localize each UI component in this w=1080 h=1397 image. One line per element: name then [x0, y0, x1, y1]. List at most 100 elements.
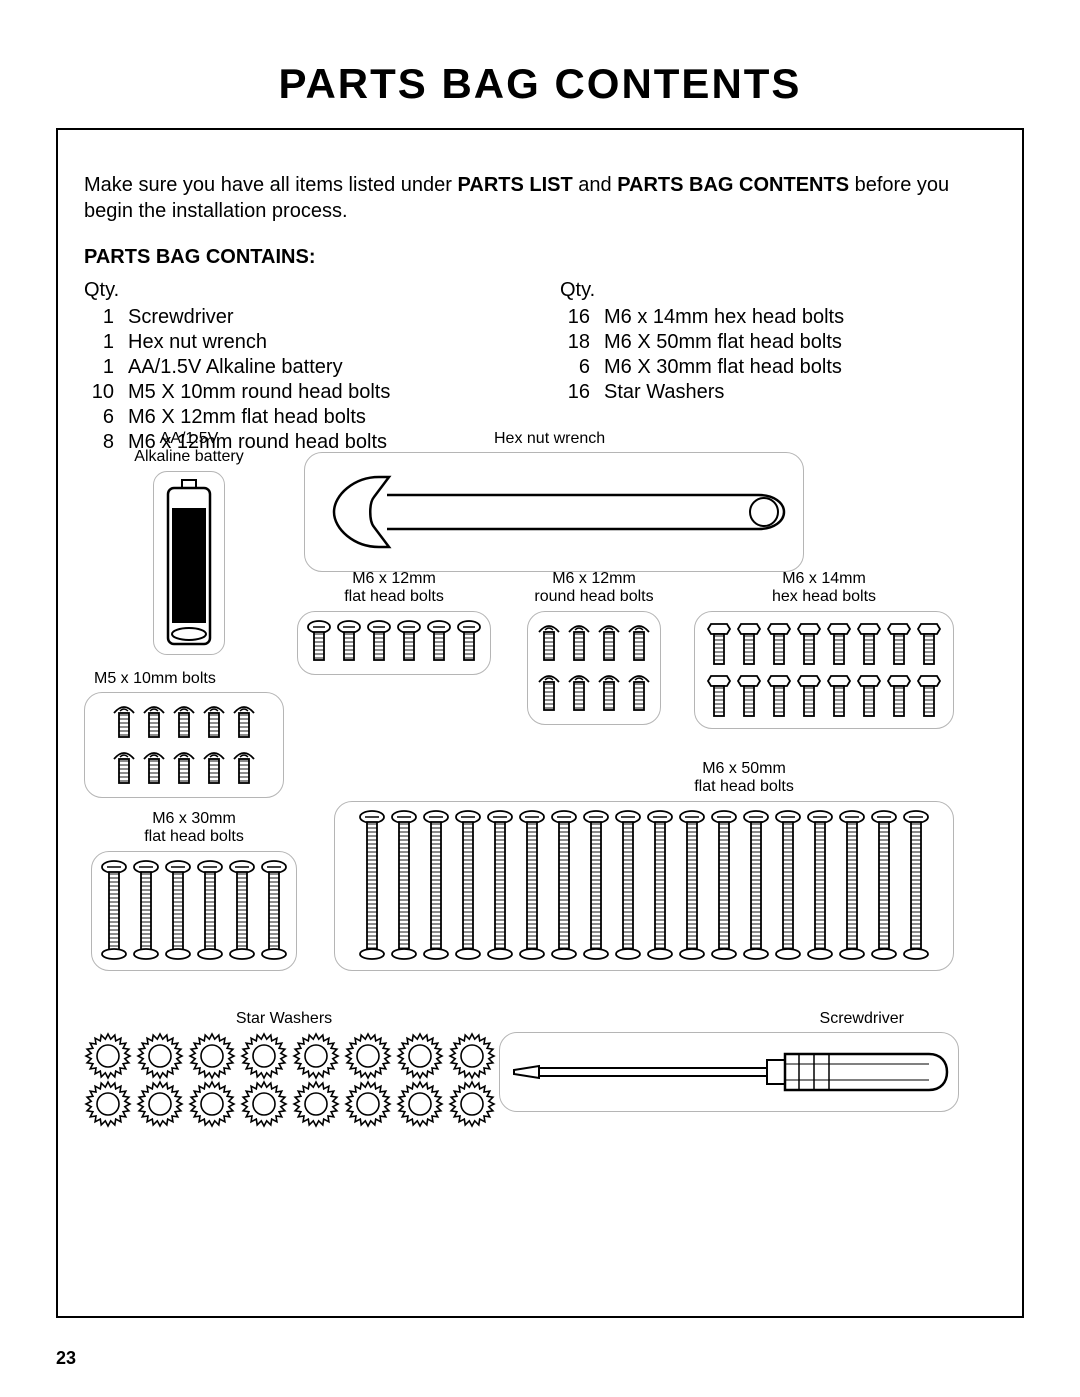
screwdriver-icon — [509, 1042, 949, 1102]
star-washer-icon — [240, 1032, 288, 1080]
bolt-icon — [550, 810, 578, 962]
m6-12-flat-card — [297, 611, 491, 675]
star-washer-icon — [396, 1032, 444, 1080]
item-desc: Hex nut wrench — [128, 331, 520, 354]
screwdriver-label: Screwdriver — [494, 1010, 904, 1028]
right-list: 16M6 x 14mm hex head bolts18M6 X 50mm fl… — [560, 306, 996, 404]
bolt-icon — [536, 670, 562, 716]
list-item: 16M6 x 14mm hex head bolts — [560, 306, 996, 329]
bolt-icon — [582, 810, 610, 962]
intro-bold-1: PARTS LIST — [458, 174, 573, 196]
qty-label-right: Qty. — [560, 279, 996, 302]
bolt-icon — [902, 810, 930, 962]
qty-value: 16 — [560, 306, 604, 329]
wrench-card — [304, 452, 804, 572]
battery-icon — [160, 478, 218, 648]
star-washer-icon — [84, 1080, 132, 1128]
bolt-icon — [566, 670, 592, 716]
wrench-group: Hex nut wrench — [294, 430, 814, 572]
qty-value: 6 — [84, 406, 128, 429]
bolt-icon — [201, 747, 227, 789]
list-item: 16Star Washers — [560, 381, 996, 404]
m6-12-round-card — [527, 611, 661, 725]
bolt-icon — [422, 810, 450, 962]
wrench-label: Hex nut wrench — [494, 430, 814, 448]
bolt-icon — [171, 747, 197, 789]
illustrations-area: AA/1.5VAlkaline battery Hex nut wrench — [84, 430, 996, 1290]
battery-label: AA/1.5VAlkaline battery — [114, 430, 264, 467]
bolt-icon — [196, 860, 224, 962]
bolt-icon — [100, 860, 128, 962]
bolt-icon — [916, 620, 942, 668]
bolt-icon — [870, 810, 898, 962]
star-washer-icon — [292, 1080, 340, 1128]
bolt-icon — [132, 860, 160, 962]
screwdriver-group: Screwdriver — [494, 1010, 964, 1112]
m6-12-round-label: M6 x 12mmround head bolts — [504, 570, 684, 607]
bolt-icon — [646, 810, 674, 962]
m6-30-label: M6 x 30mmflat head bolts — [84, 810, 304, 847]
bolt-icon — [596, 670, 622, 716]
m6-14-hex-label: M6 x 14mmhex head bolts — [694, 570, 954, 607]
m5-10-card — [84, 692, 284, 798]
star-group: Star Washers — [84, 1010, 484, 1128]
star-washer-icon — [136, 1080, 184, 1128]
bolt-icon — [766, 672, 792, 720]
m6-12-flat-group: M6 x 12mmflat head bolts — [294, 570, 494, 675]
bolt-icon — [856, 672, 882, 720]
star-washer-icon — [344, 1032, 392, 1080]
wrench-icon — [319, 467, 789, 557]
qty-value: 1 — [84, 356, 128, 379]
bolt-icon — [536, 620, 562, 666]
bolt-icon — [916, 672, 942, 720]
m6-14-hex-group: M6 x 14mmhex head bolts — [694, 570, 954, 729]
bolt-icon — [518, 810, 546, 962]
bolt-icon — [614, 810, 642, 962]
star-washer-icon — [84, 1032, 132, 1080]
bolt-icon — [626, 670, 652, 716]
item-desc: Star Washers — [604, 381, 996, 404]
m6-50-card — [334, 801, 954, 971]
page-number: 23 — [56, 1348, 76, 1369]
m6-14-hex-card — [694, 611, 954, 729]
star-washer-icon — [344, 1080, 392, 1128]
bolt-icon — [141, 701, 167, 743]
bolt-icon — [806, 810, 834, 962]
star-washer-icon — [240, 1080, 288, 1128]
bolt-icon — [710, 810, 738, 962]
m6-30-group: M6 x 30mmflat head bolts — [84, 810, 304, 971]
bolt-icon — [886, 672, 912, 720]
intro-pre: Make sure you have all items listed unde… — [84, 174, 458, 196]
list-item: 1AA/1.5V Alkaline battery — [84, 356, 520, 379]
bolt-icon — [796, 672, 822, 720]
item-desc: AA/1.5V Alkaline battery — [128, 356, 520, 379]
battery-group: AA/1.5VAlkaline battery — [114, 430, 264, 655]
star-card — [84, 1032, 484, 1128]
qty-value: 16 — [560, 381, 604, 404]
intro-bold-2: PARTS BAG CONTENTS — [617, 174, 849, 196]
m6-50-label: M6 x 50mmflat head bolts — [524, 760, 964, 797]
bolt-icon — [456, 620, 482, 666]
star-washer-icon — [188, 1032, 236, 1080]
list-item: 6M6 X 12mm flat head bolts — [84, 406, 520, 429]
bolt-icon — [774, 810, 802, 962]
bolt-icon — [856, 620, 882, 668]
star-washer-icon — [448, 1080, 496, 1128]
star-washer-icon — [188, 1080, 236, 1128]
bolt-icon — [454, 810, 482, 962]
bolt-icon — [706, 620, 732, 668]
bolt-icon — [201, 701, 227, 743]
bolt-icon — [171, 701, 197, 743]
bolt-icon — [486, 810, 514, 962]
star-washer-icon — [448, 1032, 496, 1080]
page-title: PARTS BAG CONTENTS — [56, 60, 1024, 108]
list-item: 1Screwdriver — [84, 306, 520, 329]
qty-value: 10 — [84, 381, 128, 404]
list-item: 6M6 X 30mm flat head bolts — [560, 356, 996, 379]
page: PARTS BAG CONTENTS Make sure you have al… — [0, 0, 1080, 1397]
bolt-icon — [260, 860, 288, 962]
battery-card — [153, 471, 225, 655]
bolt-icon — [742, 810, 770, 962]
bolt-icon — [141, 747, 167, 789]
m6-12-flat-label: M6 x 12mmflat head bolts — [294, 570, 494, 607]
